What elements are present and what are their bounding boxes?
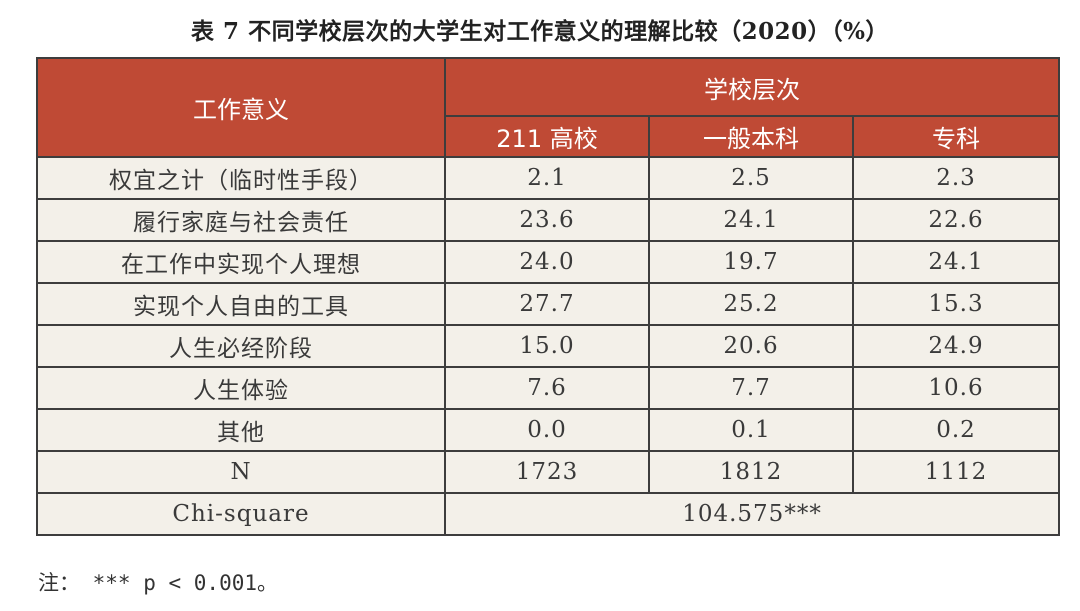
cell-value: 7.7	[648, 366, 854, 410]
cell-value: 24.1	[648, 198, 854, 242]
cell-value: 0.0	[444, 408, 650, 452]
chi-square-label: Chi-square	[36, 492, 446, 536]
cell-value: 10.6	[851, 366, 1061, 410]
cell-value: 7.6	[444, 366, 650, 410]
cell-value: 24.1	[851, 240, 1061, 284]
cell-value: 2.3	[851, 156, 1061, 200]
header-col-211: 211 高校	[444, 115, 650, 158]
table-row: N 1723 1812 1112	[36, 450, 1061, 494]
cell-value: 15.3	[851, 282, 1061, 326]
cell-value: 1812	[648, 450, 854, 494]
cell-value: 24.0	[444, 240, 650, 284]
footnote: 注： *** p < 0.001。	[38, 571, 279, 595]
cell-value: 27.7	[444, 282, 650, 326]
chi-square-row: Chi-square 104.575***	[36, 492, 1061, 536]
table-row: 权宜之计（临时性手段） 2.1 2.5 2.3	[36, 156, 1061, 200]
header-work-meaning: 工作意义	[36, 57, 446, 158]
table-row: 人生必经阶段 15.0 20.6 24.9	[36, 324, 1061, 368]
row-label: 在工作中实现个人理想	[36, 240, 446, 284]
row-label: 权宜之计（临时性手段）	[36, 156, 446, 200]
row-label: 人生必经阶段	[36, 324, 446, 368]
cell-value: 1112	[851, 450, 1061, 494]
cell-value: 1723	[444, 450, 650, 494]
comparison-table: 工作意义 学校层次 211 高校 一般本科 专科 权宜之计（临时性手段） 2.1…	[36, 57, 1061, 536]
row-label: 实现个人自由的工具	[36, 282, 446, 326]
cell-value: 25.2	[648, 282, 854, 326]
table-row: 履行家庭与社会责任 23.6 24.1 22.6	[36, 198, 1061, 242]
cell-value: 0.1	[648, 408, 854, 452]
header-school-level: 学校层次	[443, 57, 1061, 117]
header-col-vocational: 专科	[851, 115, 1061, 158]
row-label: 履行家庭与社会责任	[36, 198, 446, 242]
cell-value: 19.7	[648, 240, 854, 284]
cell-value: 2.1	[444, 156, 650, 200]
header-col-undergrad: 一般本科	[648, 115, 854, 158]
cell-value: 2.5	[648, 156, 854, 200]
cell-value: 24.9	[851, 324, 1061, 368]
cell-value: 20.6	[648, 324, 854, 368]
row-label: 人生体验	[36, 366, 446, 410]
row-label: 其他	[36, 408, 446, 452]
chi-square-value: 104.575***	[443, 492, 1061, 536]
table-row: 在工作中实现个人理想 24.0 19.7 24.1	[36, 240, 1061, 284]
cell-value: 22.6	[851, 198, 1061, 242]
table-row: 其他 0.0 0.1 0.2	[36, 408, 1061, 452]
table-row: 实现个人自由的工具 27.7 25.2 15.3	[36, 282, 1061, 326]
cell-value: 0.2	[851, 408, 1061, 452]
cell-value: 23.6	[444, 198, 650, 242]
cell-value: 15.0	[444, 324, 650, 368]
table-title: 表 7 不同学校层次的大学生对工作意义的理解比较（2020）（%）	[191, 18, 889, 45]
row-label: N	[36, 450, 446, 494]
table-row: 人生体验 7.6 7.7 10.6	[36, 366, 1061, 410]
